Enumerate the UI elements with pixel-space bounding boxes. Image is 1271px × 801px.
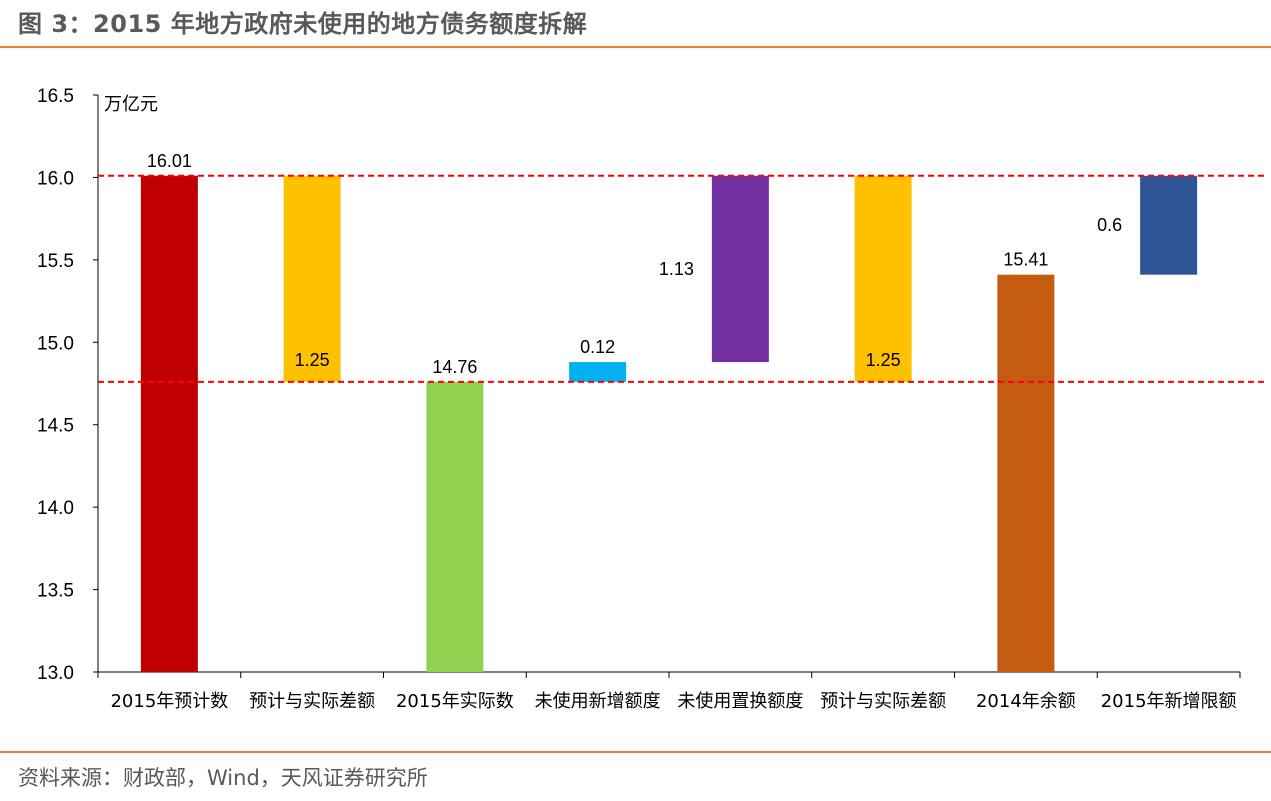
bar-data-label: 15.41 <box>1003 250 1048 270</box>
y-tick-label: 14.5 <box>37 416 74 437</box>
y-tick-label: 16.0 <box>37 168 74 189</box>
y-tick-label: 15.0 <box>37 333 74 354</box>
bar-data-label: 1.13 <box>659 259 694 279</box>
bar-data-label: 16.01 <box>147 151 192 171</box>
waterfall-bar <box>1140 175 1198 275</box>
y-tick-label: 16.5 <box>37 86 74 107</box>
waterfall-bar <box>426 381 484 672</box>
chart-title: 图 3：2015 年地方政府未使用的地方债务额度拆解 <box>18 10 588 38</box>
title-divider <box>0 46 1271 48</box>
y-tick-label: 13.5 <box>37 581 74 602</box>
waterfall-bar <box>140 175 198 672</box>
x-category-label: 2015年实际数 <box>396 691 514 712</box>
x-category-label: 预计与实际差额 <box>820 691 946 712</box>
x-category-label: 2014年余额 <box>976 691 1076 712</box>
bar-data-label: 1.25 <box>866 350 901 370</box>
waterfall-bar <box>997 274 1055 672</box>
x-category-label: 预计与实际差额 <box>249 691 375 712</box>
waterfall-bar <box>569 362 627 382</box>
bar-data-label: 0.6 <box>1097 215 1122 235</box>
bar-data-label: 0.12 <box>580 337 615 357</box>
y-tick-label: 15.5 <box>37 251 74 272</box>
x-category-label: 未使用新增额度 <box>535 691 661 712</box>
waterfall-chart: 13.0 13.5 14.0 14.5 15.0 15.5 16.0 16.5 万亿元 2015年… <box>37 86 1266 712</box>
source-divider <box>0 751 1271 753</box>
x-category-label: 未使用置换额度 <box>677 691 803 712</box>
waterfall-bar <box>283 175 341 382</box>
source-note: 资料来源：财政部，Wind，天风证券研究所 <box>18 766 428 790</box>
y-axis-unit: 万亿元 <box>104 94 158 115</box>
bar-data-label: 1.25 <box>295 350 330 370</box>
waterfall-bar <box>711 175 769 363</box>
waterfall-bar <box>854 175 912 382</box>
y-tick-label: 13.0 <box>37 663 74 684</box>
y-tick-label: 14.0 <box>37 498 74 519</box>
x-category-label: 2015年新增限额 <box>1101 691 1237 712</box>
x-category-label: 2015年预计数 <box>110 691 228 712</box>
bar-data-label: 14.76 <box>432 357 477 377</box>
